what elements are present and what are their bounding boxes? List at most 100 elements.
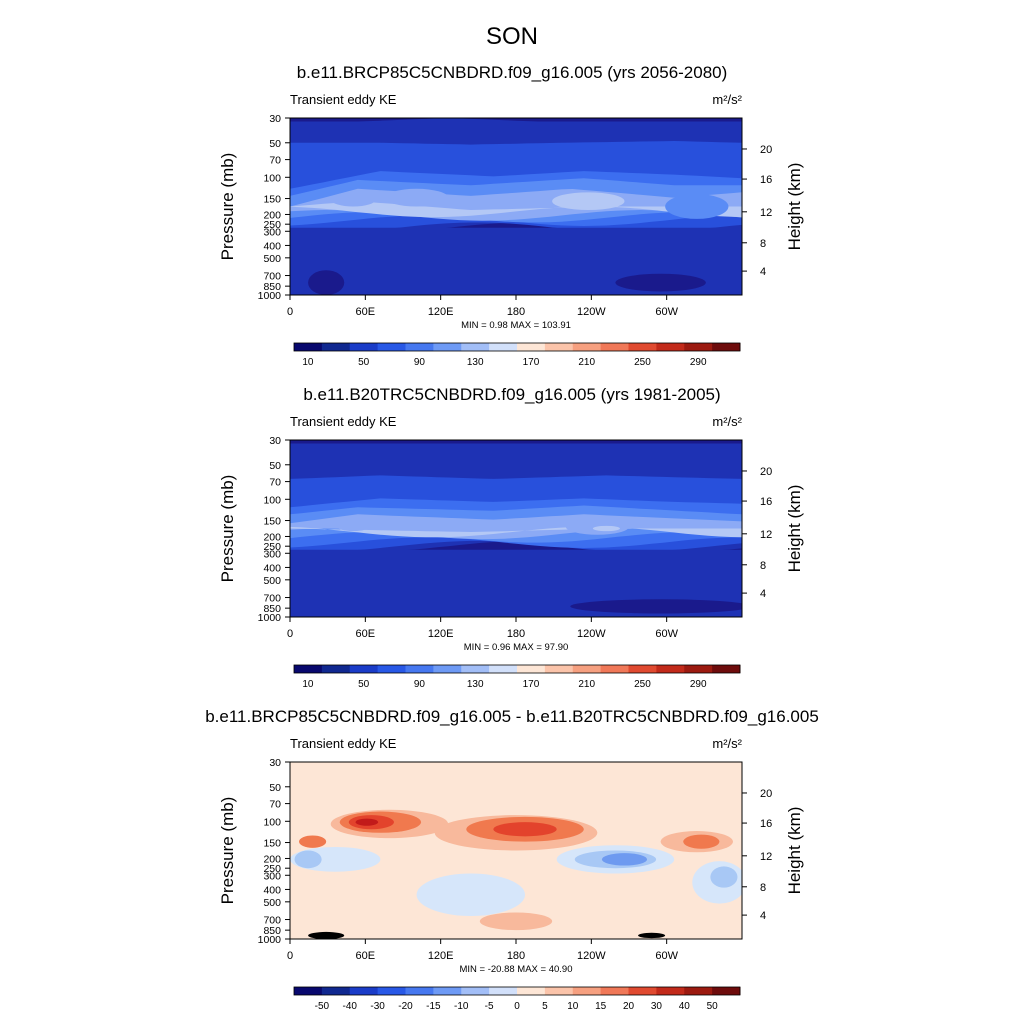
colorbar-swatch: [349, 665, 379, 673]
colorbar-swatch: [405, 343, 434, 351]
colorbar-swatch: [628, 987, 657, 995]
x-tick-label: 120E: [428, 950, 454, 962]
colorbar-label: 15: [595, 1001, 607, 1012]
y-tick-label: 70: [269, 477, 281, 489]
y-tick-label: 850: [263, 281, 281, 293]
y2-axis-label: Height (km): [785, 163, 804, 251]
y-tick-label: 30: [269, 757, 281, 769]
panel-units-label: m²/s²: [712, 414, 742, 429]
contour-blob: [665, 194, 729, 219]
contour-blob: [355, 818, 379, 826]
panel-title: b.e11.BRCP85C5CNBDRD.f09_g16.005 - b.e11…: [205, 707, 819, 726]
x-tick-label: 0: [287, 950, 293, 962]
colorbar-swatch: [517, 987, 546, 995]
y2-tick-label: 8: [760, 238, 766, 250]
x-tick-label: 180: [507, 628, 525, 640]
colorbar-swatch: [294, 987, 323, 995]
contour-blob: [384, 188, 449, 207]
contour-blob: [638, 932, 666, 939]
y-tick-label: 500: [263, 575, 281, 587]
colorbar-label: 50: [358, 357, 370, 368]
y2-axis-label: Height (km): [785, 485, 804, 573]
y-tick-label: 1000: [258, 612, 282, 624]
figure-title: SON: [486, 23, 538, 50]
y2-tick-label: 8: [760, 560, 766, 572]
y-tick-label: 150: [263, 194, 281, 206]
colorbar-label: -5: [485, 1001, 494, 1012]
colorbar-swatch: [489, 343, 518, 351]
colorbar-swatch: [461, 343, 490, 351]
colorbar-swatch: [489, 665, 518, 673]
colorbar-label: 30: [651, 1001, 663, 1012]
y-tick-label: 400: [263, 240, 281, 252]
contour-blob: [335, 518, 372, 532]
colorbar-swatch: [600, 987, 629, 995]
colorbar-swatch: [656, 343, 685, 351]
contour-blob: [308, 270, 345, 295]
colorbar-swatch: [544, 665, 574, 673]
contour-blob: [294, 850, 322, 869]
y2-tick-label: 8: [760, 882, 766, 894]
colorbar-swatch: [433, 343, 462, 351]
contour-band: [290, 526, 742, 538]
colorbar-swatch: [572, 665, 602, 673]
y2-tick-label: 20: [760, 466, 772, 478]
colorbar-swatch: [572, 343, 602, 351]
colorbar-frame: [293, 664, 741, 674]
y2-tick-label: 4: [760, 266, 766, 278]
colorbar-label: 250: [634, 357, 651, 368]
colorbar-swatch: [377, 665, 406, 673]
y-tick-label: 1000: [258, 934, 282, 946]
colorbar-swatch: [628, 665, 657, 673]
y-tick-label: 500: [263, 897, 281, 909]
colorbar-swatch: [433, 665, 462, 673]
y-tick-label: 700: [263, 915, 281, 927]
y2-tick-label: 20: [760, 788, 772, 800]
colorbar-label: 130: [467, 357, 484, 368]
y-axis-label: Pressure (mb): [218, 475, 237, 583]
x-tick-label: 60E: [356, 306, 376, 318]
x-tick-label: 60W: [655, 950, 678, 962]
colorbar-swatch: [684, 665, 713, 673]
y-tick-label: 400: [263, 884, 281, 896]
y2-tick-label: 20: [760, 144, 772, 156]
colorbar-swatch: [405, 665, 434, 673]
contour-blob: [601, 853, 648, 866]
colorbar-label: -15: [426, 1001, 441, 1012]
y2-tick-label: 16: [760, 496, 772, 508]
colorbar-swatch: [600, 343, 629, 351]
colorbar-label: 50: [707, 1001, 719, 1012]
colorbar-label: 0: [514, 1001, 520, 1012]
colorbar-label: -10: [454, 1001, 469, 1012]
colorbar-swatch: [712, 987, 741, 995]
colorbar-swatch: [377, 343, 406, 351]
panel-left-label: Transient eddy KE: [290, 414, 397, 429]
colorbar-swatch: [294, 665, 323, 673]
colorbar-swatch: [572, 987, 602, 995]
colorbar-label: -50: [315, 1001, 330, 1012]
colorbar-label: 90: [414, 357, 426, 368]
colorbar-label: 170: [523, 679, 540, 690]
y2-tick-label: 12: [760, 529, 772, 541]
y-tick-label: 30: [269, 435, 281, 447]
x-tick-label: 120W: [577, 950, 606, 962]
colorbar-swatch: [377, 987, 406, 995]
y-tick-label: 700: [263, 593, 281, 605]
y2-tick-label: 16: [760, 174, 772, 186]
y-tick-label: 250: [263, 863, 281, 875]
x-tick-label: 120W: [577, 628, 606, 640]
colorbar-swatch: [321, 665, 351, 673]
x-tick-label: 60E: [356, 628, 376, 640]
y2-tick-label: 12: [760, 851, 772, 863]
colorbar-swatch: [600, 665, 629, 673]
colorbar-label: 10: [302, 679, 314, 690]
colorbar-swatch: [321, 343, 351, 351]
contour-blob: [615, 273, 706, 292]
panel-left-label: Transient eddy KE: [290, 736, 397, 751]
chart-panel-1: b.e11.BRCP85C5CNBDRD.f09_g16.005 (yrs 20…: [218, 63, 804, 368]
colorbar-label: 40: [679, 1001, 691, 1012]
y-axis-label: Pressure (mb): [218, 797, 237, 905]
y-tick-label: 30: [269, 113, 281, 125]
x-tick-label: 120W: [577, 306, 606, 318]
colorbar-label: 290: [690, 679, 707, 690]
